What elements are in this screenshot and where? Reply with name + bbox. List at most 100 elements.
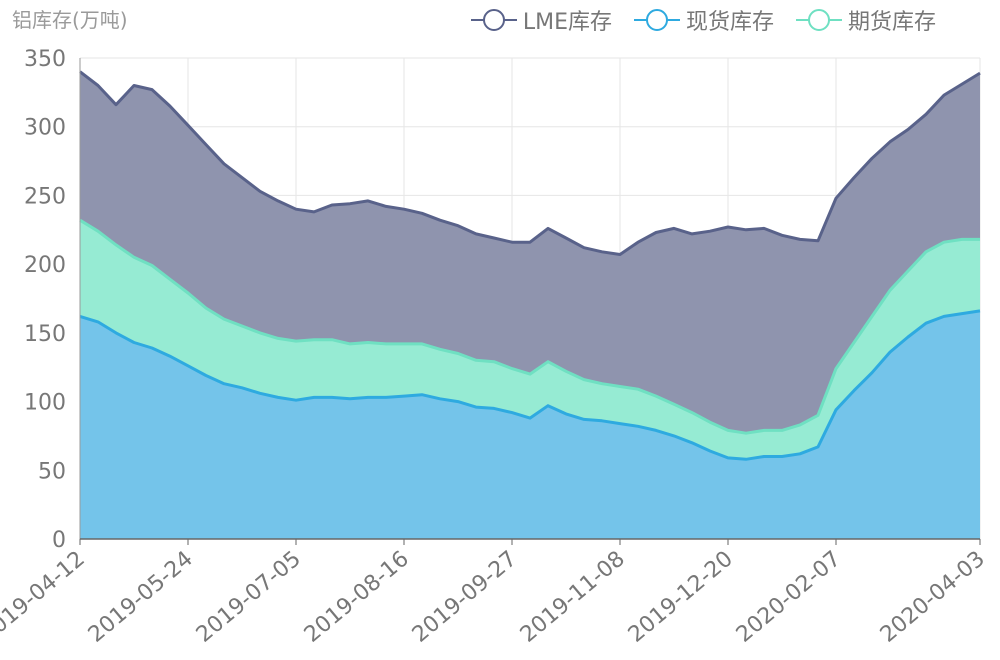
data-point-lme[interactable] — [437, 217, 443, 223]
data-point-spot[interactable] — [509, 410, 515, 416]
data-point-lme[interactable] — [185, 122, 191, 128]
data-point-spot[interactable] — [167, 353, 173, 359]
data-point-lme[interactable] — [617, 252, 623, 258]
data-point-futures[interactable] — [95, 228, 101, 234]
data-point-futures[interactable] — [239, 323, 245, 329]
data-point-lme[interactable] — [851, 175, 857, 181]
data-point-futures[interactable] — [617, 384, 623, 390]
data-point-spot[interactable] — [473, 404, 479, 410]
data-point-spot[interactable] — [725, 455, 731, 461]
data-point-spot[interactable] — [347, 396, 353, 402]
data-point-spot[interactable] — [419, 392, 425, 398]
data-point-lme[interactable] — [419, 210, 425, 216]
legend-item-futures[interactable]: 期货库存 — [795, 4, 936, 36]
data-point-lme[interactable] — [635, 239, 641, 245]
data-point-lme[interactable] — [149, 87, 155, 93]
data-point-lme[interactable] — [959, 81, 965, 87]
line-spot[interactable] — [79, 309, 981, 461]
data-point-futures[interactable] — [293, 338, 299, 344]
data-point-futures[interactable] — [689, 410, 695, 416]
data-point-futures[interactable] — [437, 346, 443, 352]
data-point-lme[interactable] — [725, 224, 731, 230]
data-point-futures[interactable] — [707, 419, 713, 425]
data-point-spot[interactable] — [815, 444, 821, 450]
data-point-spot[interactable] — [149, 345, 155, 351]
data-point-spot[interactable] — [491, 405, 497, 411]
data-point-futures[interactable] — [203, 305, 209, 311]
data-point-futures[interactable] — [401, 341, 407, 347]
data-point-lme[interactable] — [707, 228, 713, 234]
data-point-spot[interactable] — [203, 373, 209, 379]
data-point-spot[interactable] — [365, 394, 371, 400]
data-point-spot[interactable] — [977, 308, 983, 314]
data-point-futures[interactable] — [527, 371, 533, 377]
data-point-spot[interactable] — [905, 334, 911, 340]
data-point-lme[interactable] — [455, 223, 461, 229]
data-point-futures[interactable] — [473, 357, 479, 363]
data-point-spot[interactable] — [671, 433, 677, 439]
data-point-spot[interactable] — [833, 407, 839, 413]
legend-item-spot[interactable]: 现货库存 — [633, 4, 774, 36]
data-point-spot[interactable] — [923, 320, 929, 326]
data-point-lme[interactable] — [167, 103, 173, 109]
data-point-spot[interactable] — [329, 394, 335, 400]
data-point-spot[interactable] — [743, 456, 749, 462]
data-point-lme[interactable] — [653, 230, 659, 236]
data-point-lme[interactable] — [203, 142, 209, 148]
data-point-spot[interactable] — [221, 381, 227, 387]
data-point-spot[interactable] — [527, 415, 533, 421]
data-point-lme[interactable] — [131, 83, 137, 89]
data-point-futures[interactable] — [563, 368, 569, 374]
data-point-spot[interactable] — [869, 370, 875, 376]
data-point-futures[interactable] — [671, 401, 677, 407]
data-point-spot[interactable] — [311, 394, 317, 400]
data-point-futures[interactable] — [131, 254, 137, 260]
data-point-futures[interactable] — [653, 393, 659, 399]
data-point-lme[interactable] — [869, 155, 875, 161]
data-point-lme[interactable] — [941, 92, 947, 98]
data-point-futures[interactable] — [815, 412, 821, 418]
data-point-futures[interactable] — [167, 276, 173, 282]
data-point-spot[interactable] — [689, 440, 695, 446]
data-point-spot[interactable] — [257, 390, 263, 396]
data-point-spot[interactable] — [95, 319, 101, 325]
data-point-lme[interactable] — [509, 239, 515, 245]
data-point-spot[interactable] — [581, 416, 587, 422]
data-point-futures[interactable] — [923, 249, 929, 255]
data-point-futures[interactable] — [419, 341, 425, 347]
data-point-futures[interactable] — [185, 290, 191, 296]
data-point-spot[interactable] — [761, 454, 767, 460]
data-point-futures[interactable] — [743, 430, 749, 436]
data-point-spot[interactable] — [545, 403, 551, 409]
data-point-lme[interactable] — [113, 102, 119, 108]
data-point-futures[interactable] — [581, 377, 587, 383]
data-point-spot[interactable] — [779, 454, 785, 460]
data-point-spot[interactable] — [383, 394, 389, 400]
data-point-futures[interactable] — [635, 386, 641, 392]
data-point-lme[interactable] — [545, 225, 551, 231]
data-point-lme[interactable] — [761, 225, 767, 231]
data-point-lme[interactable] — [383, 203, 389, 209]
data-point-futures[interactable] — [491, 359, 497, 365]
data-point-lme[interactable] — [239, 175, 245, 181]
data-point-futures[interactable] — [599, 381, 605, 387]
data-point-lme[interactable] — [671, 225, 677, 231]
data-point-lme[interactable] — [743, 227, 749, 233]
data-point-spot[interactable] — [437, 396, 443, 402]
data-point-spot[interactable] — [113, 330, 119, 336]
data-point-spot[interactable] — [455, 399, 461, 405]
data-point-spot[interactable] — [185, 363, 191, 369]
data-point-spot[interactable] — [941, 313, 947, 319]
data-point-spot[interactable] — [707, 448, 713, 454]
data-point-futures[interactable] — [869, 313, 875, 319]
data-point-futures[interactable] — [347, 341, 353, 347]
data-point-spot[interactable] — [239, 385, 245, 391]
data-point-spot[interactable] — [401, 393, 407, 399]
data-point-spot[interactable] — [851, 388, 857, 394]
data-point-futures[interactable] — [149, 263, 155, 269]
data-point-lme[interactable] — [95, 83, 101, 89]
data-point-lme[interactable] — [599, 249, 605, 255]
data-point-lme[interactable] — [293, 206, 299, 212]
data-point-spot[interactable] — [959, 311, 965, 317]
data-point-futures[interactable] — [221, 316, 227, 322]
